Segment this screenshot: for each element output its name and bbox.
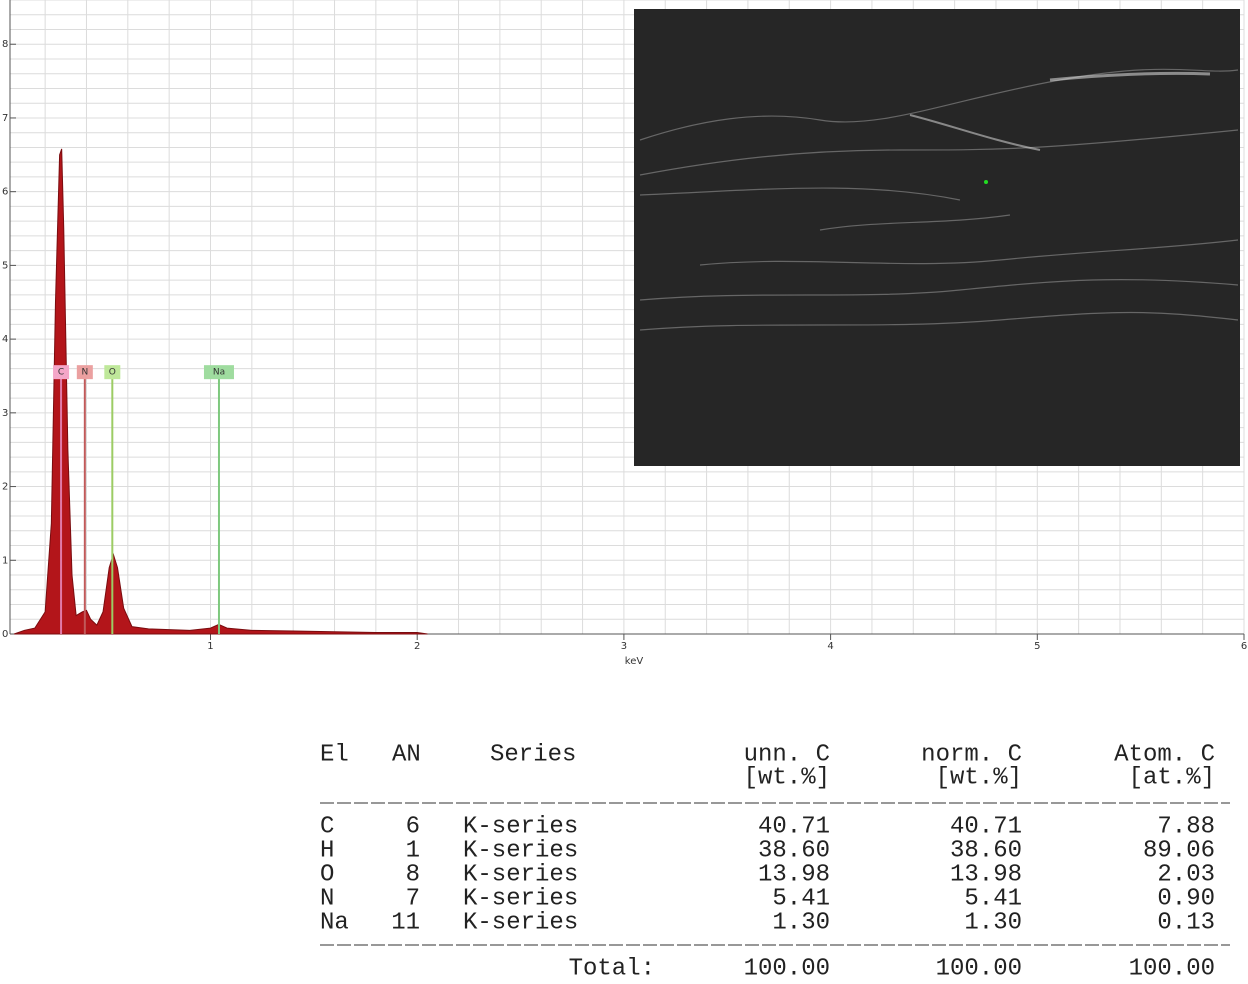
table-cell: 0.13: [1157, 909, 1215, 936]
table-cell: Series: [490, 741, 576, 768]
table-cell: [at.%]: [1129, 764, 1215, 791]
y-tick-label: 1: [2, 555, 8, 566]
table-cell: 100.00: [1129, 955, 1215, 980]
table-cell: 6: [406, 813, 420, 840]
table-cell: 11: [391, 909, 420, 936]
x-tick-label: 5: [1034, 641, 1040, 652]
table-cell: 38.60: [758, 837, 830, 864]
table-cell: 0.90: [1157, 885, 1215, 912]
table-cell: 100.00: [936, 955, 1022, 980]
table-cell: 13.98: [758, 861, 830, 888]
y-tick-label: 3: [2, 408, 8, 419]
table-cell: K-series: [463, 885, 578, 912]
probe-point: [984, 180, 988, 184]
table-cell: O: [320, 861, 334, 888]
table-cell: 2.03: [1157, 861, 1215, 888]
sem-image: [634, 9, 1240, 466]
y-tick-label: 0: [2, 629, 8, 640]
sem-background: [634, 9, 1240, 466]
x-axis-label: keV: [625, 656, 644, 667]
table-cell: K-series: [463, 909, 578, 936]
table-cell: 7: [406, 885, 420, 912]
y-tick-label: 6: [2, 187, 8, 198]
x-tick-label: 1: [207, 641, 213, 652]
table-cell: 1.30: [964, 909, 1022, 936]
table-cell: 89.06: [1143, 837, 1215, 864]
table-cell: 38.60: [950, 837, 1022, 864]
table-cell: 40.71: [950, 813, 1022, 840]
x-tick-label: 3: [621, 641, 627, 652]
y-tick-label: 7: [2, 113, 8, 124]
table-cell: 8: [406, 861, 420, 888]
table-cell: 1.30: [772, 909, 830, 936]
table-cell: K-series: [463, 861, 578, 888]
element-marker-label: N: [81, 368, 88, 378]
y-tick-label: 5: [2, 260, 8, 271]
table-cell: 13.98: [950, 861, 1022, 888]
table-cell: C: [320, 813, 334, 840]
table-cell: 40.71: [758, 813, 830, 840]
table-cell: H: [320, 837, 334, 864]
y-tick-label: 4: [2, 334, 8, 345]
table-cell: 5.41: [964, 885, 1022, 912]
element-marker-label: C: [58, 368, 64, 378]
element-marker-label: Na: [213, 368, 225, 378]
table-cell: K-series: [463, 837, 578, 864]
table-cell: K-series: [463, 813, 578, 840]
page: 012345678123456 CNONa keV ElANSeriesunn.…: [0, 0, 1248, 980]
table-cell: N: [320, 885, 334, 912]
table-cell: 100.00: [744, 955, 830, 980]
table-cell: 1: [406, 837, 420, 864]
table-cell: Na: [320, 909, 349, 936]
x-tick-label: 2: [414, 641, 420, 652]
x-tick-label: 4: [827, 641, 833, 652]
table-cell: 7.88: [1157, 813, 1215, 840]
table-cell: 5.41: [772, 885, 830, 912]
table-cell: Total:: [569, 955, 655, 980]
table-cell: El: [320, 741, 349, 768]
y-tick-label: 8: [2, 39, 8, 50]
table-cell: [wt.%]: [936, 764, 1022, 791]
x-tick-label: 6: [1241, 641, 1247, 652]
table-cell: [wt.%]: [744, 764, 830, 791]
y-tick-label: 2: [2, 482, 8, 493]
table-cell: AN: [392, 741, 421, 768]
element-marker-label: O: [109, 368, 116, 378]
